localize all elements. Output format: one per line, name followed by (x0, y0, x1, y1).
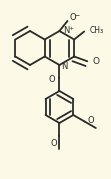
Text: O: O (49, 74, 56, 83)
Text: N: N (63, 25, 70, 35)
Text: +: + (68, 25, 74, 30)
Text: −: − (74, 13, 80, 18)
Text: CH₃: CH₃ (89, 26, 103, 35)
Text: O: O (51, 139, 57, 148)
Text: O: O (88, 116, 94, 125)
Text: N: N (61, 62, 68, 71)
Text: O: O (92, 57, 99, 66)
Text: O: O (69, 13, 76, 21)
